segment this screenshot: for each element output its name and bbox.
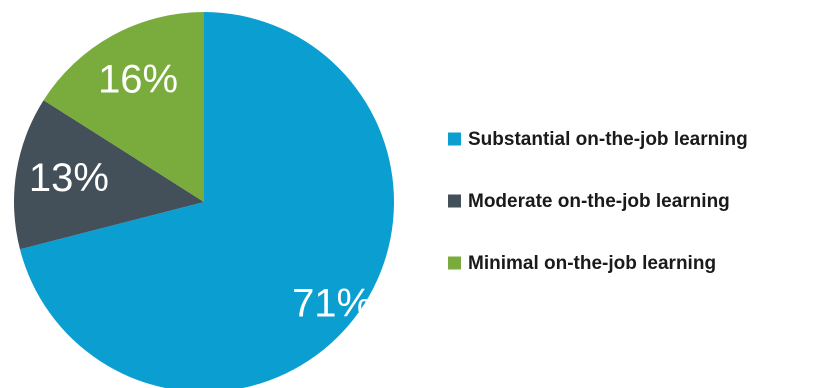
legend-swatch-substantial-on-the-job-learning: [448, 132, 461, 146]
data-label-moderate-on-the-job-learning: 13%: [29, 156, 109, 200]
legend-swatch-moderate-on-the-job-learning: [448, 194, 461, 208]
legend-label-minimal-on-the-job-learning: Minimal on-the-job learning: [468, 253, 716, 274]
pie-slice-moderate-on-the-job-learning: [14, 100, 204, 250]
legend-label-substantial-on-the-job-learning: Substantial on-the-job learning: [468, 129, 748, 150]
legend: Substantial on-the-job learning Moderate …: [448, 129, 748, 274]
legend-swatch-minimal-on-the-job-learning: [448, 256, 461, 270]
slice-labels: 71% 13% 16%: [29, 58, 372, 326]
data-label-minimal-on-the-job-learning: 16%: [98, 58, 178, 102]
pie-slice-minimal-on-the-job-learning: [43, 12, 204, 202]
pie-slices: [14, 12, 394, 388]
data-label-substantial-on-the-job-learning: 71%: [292, 281, 372, 325]
pie-slice-substantial-on-the-job-learning: [19, 12, 394, 388]
legend-label-moderate-on-the-job-learning: Moderate on-the-job learning: [468, 191, 730, 212]
